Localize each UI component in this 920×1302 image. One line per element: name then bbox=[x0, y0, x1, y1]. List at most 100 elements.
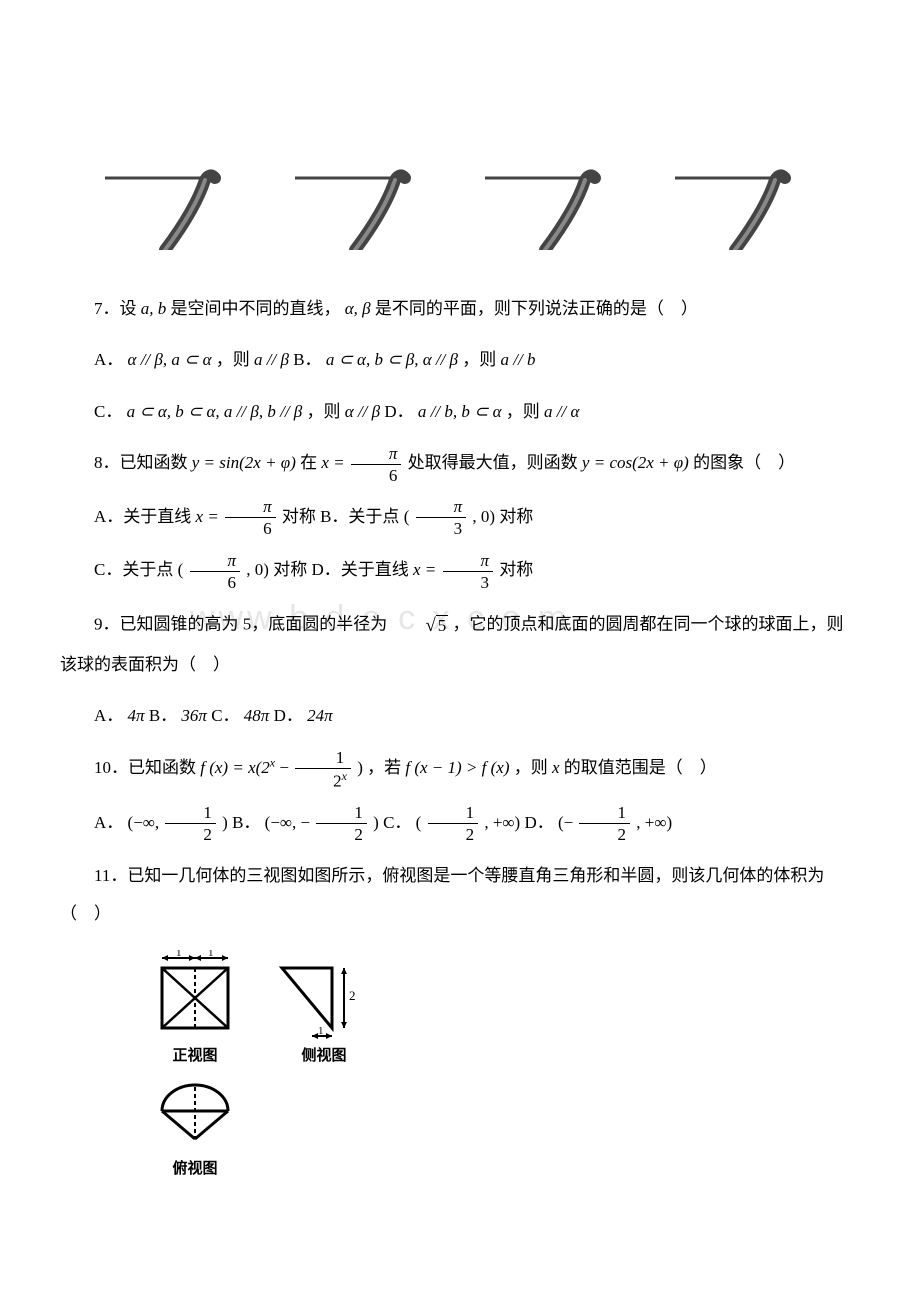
side-view-label: 侧视图 bbox=[301, 1044, 346, 1065]
opt-B-val: 36π bbox=[181, 706, 207, 725]
math-cond: f (x − 1) > f (x) bbox=[405, 758, 509, 777]
text: ，若 bbox=[367, 758, 401, 777]
paren: ( bbox=[404, 507, 410, 526]
math-f-lhs: f (x) = x(2 bbox=[200, 758, 270, 777]
frac-den-exp: x bbox=[342, 769, 347, 783]
dim-1: 1 bbox=[176, 950, 182, 959]
opt-A-math2: a // β bbox=[254, 350, 289, 369]
dim-1c: 1 bbox=[318, 1025, 324, 1037]
opt-B-math2: a // b bbox=[501, 350, 536, 369]
curve-figures-row bbox=[80, 160, 840, 250]
math-f-rhs: ) bbox=[357, 758, 363, 777]
fraction: 1 2 bbox=[316, 804, 367, 843]
opt-D-label: D．关于直线 bbox=[311, 560, 408, 579]
opt-B-label: B．关于点 bbox=[320, 507, 399, 526]
text: ，则 bbox=[514, 758, 548, 777]
opt-B-math1: a ⊂ α, b ⊂ β, α // β bbox=[326, 350, 458, 369]
frac-num: π bbox=[190, 552, 241, 572]
text: 对称 bbox=[499, 507, 533, 526]
text: 9．已知圆锥的高为 5，底面圆的半径为 bbox=[94, 614, 387, 633]
q11-stem: 11．已知一几何体的三视图如图所示，俯视图是一个等腰直角三角形和半圆，则该几何体… bbox=[60, 857, 860, 932]
q7-stem: 7．设 a, b 是空间中不同的直线， α, β 是不同的平面，则下列说法正确的… bbox=[60, 290, 860, 327]
front-view-icon: 1 1 bbox=[150, 950, 240, 1040]
frac-num: 1 bbox=[579, 804, 630, 824]
math-x: x bbox=[552, 758, 560, 777]
top-view-block: 俯视图 bbox=[150, 1083, 240, 1178]
math: x = bbox=[413, 560, 436, 579]
opt-A-math1: α // β, a ⊂ α bbox=[128, 350, 212, 369]
text: 在 bbox=[300, 453, 317, 472]
text: 是不同的平面，则下列说法正确的是（ ） bbox=[375, 299, 698, 318]
opt-C-label: C． bbox=[94, 402, 122, 421]
text: 的取值范围是（ ） bbox=[564, 758, 717, 777]
top-margin bbox=[60, 40, 860, 160]
frac-den: 2 bbox=[428, 824, 479, 843]
q8-options-row2: C．关于点 ( π 6 , 0) 对称 D．关于直线 x = π 3 对称 bbox=[60, 551, 860, 591]
views-row-2: 俯视图 bbox=[150, 1083, 860, 1178]
math-ab: a, b bbox=[141, 299, 167, 318]
opt-C-label: C．关于点 bbox=[94, 560, 173, 579]
q10-stem: 10．已知函数 f (x) = x(2x − 1 2x ) ，若 f (x − … bbox=[60, 749, 860, 790]
fraction: 1 2 bbox=[165, 804, 216, 843]
sqrt-arg: 5 bbox=[436, 615, 449, 635]
frac-num: π bbox=[443, 552, 494, 572]
math-func2: y = cos(2x + φ) bbox=[582, 453, 689, 472]
q9-stem: 9．已知圆锥的高为 5，底面圆的半径为 √5 ，它的顶点和底面的圆周都在同一个球… bbox=[60, 605, 860, 684]
opt-C-label: C． bbox=[211, 706, 239, 725]
exp-x: x bbox=[270, 755, 275, 769]
side-view-block: 2 1 侧视图 bbox=[274, 950, 374, 1065]
dim-1b: 1 bbox=[208, 950, 214, 959]
frac-num: π bbox=[416, 498, 467, 518]
frac-num: 1 bbox=[295, 749, 351, 769]
frac-den: 2x bbox=[295, 769, 351, 790]
text: 8．已知函数 bbox=[94, 453, 188, 472]
frac-num: π bbox=[225, 498, 276, 518]
dim-2: 2 bbox=[349, 988, 356, 1003]
fraction: π 6 bbox=[190, 552, 241, 591]
text: ，则 bbox=[506, 402, 540, 421]
text: ，则 bbox=[307, 402, 341, 421]
text: 对称 bbox=[282, 507, 316, 526]
front-view-block: 1 1 正视图 bbox=[150, 950, 240, 1065]
frac-num: π bbox=[351, 445, 402, 465]
math-eq-lhs: x = bbox=[321, 453, 344, 472]
frac-den: 2 bbox=[316, 824, 367, 843]
fraction: 1 2 bbox=[428, 804, 479, 843]
fraction: π 6 bbox=[351, 445, 402, 484]
interval-open: (−∞, bbox=[128, 813, 164, 832]
fraction: π 3 bbox=[416, 498, 467, 537]
q7-options-row2: C． a ⊂ α, b ⊂ α, a // β, b // β ，则 α // … bbox=[60, 393, 860, 430]
curve-icon bbox=[295, 160, 435, 250]
text: 是空间中不同的直线， bbox=[171, 299, 341, 318]
text: 7．设 bbox=[94, 299, 137, 318]
fraction: 1 2x bbox=[295, 749, 351, 790]
paren-rest: , 0) bbox=[246, 560, 269, 579]
curve-icon bbox=[485, 160, 625, 250]
interval-close: , +∞) bbox=[484, 813, 520, 832]
opt-C-math2: α // β bbox=[345, 402, 380, 421]
q9-options: A． 4π B． 36π C． 48π D． 24π bbox=[60, 697, 860, 734]
opt-A-label: A． bbox=[94, 706, 123, 725]
opt-D-label: D． bbox=[384, 402, 413, 421]
top-view-icon bbox=[150, 1083, 240, 1153]
opt-B-label: B． bbox=[293, 350, 321, 369]
math: x = bbox=[196, 507, 219, 526]
opt-C-val: 48π bbox=[244, 706, 270, 725]
opt-A-val: 4π bbox=[128, 706, 145, 725]
text: 对称 bbox=[499, 560, 533, 579]
frac-den: 2 bbox=[165, 824, 216, 843]
opt-D-label: D． bbox=[274, 706, 303, 725]
opt-D-math1: a // b, b ⊂ α bbox=[418, 402, 502, 421]
side-view-icon: 2 1 bbox=[274, 950, 374, 1040]
opt-C-label: C． bbox=[383, 813, 411, 832]
text: 的图象（ ） bbox=[693, 453, 795, 472]
fraction: π 3 bbox=[443, 552, 494, 591]
q8-stem: 8．已知函数 y = sin(2x + φ) 在 x = π 6 处取得最大值，… bbox=[60, 444, 860, 484]
frac-den: 6 bbox=[225, 518, 276, 537]
interval-open: (−∞, − bbox=[265, 813, 310, 832]
curve-icon bbox=[105, 160, 245, 250]
opt-D-math2: a // α bbox=[544, 402, 579, 421]
frac-den: 2 bbox=[579, 824, 630, 843]
interval-close: , +∞) bbox=[636, 813, 672, 832]
q10-options: A． (−∞, 1 2 ) B． (−∞, − 1 2 ) C． ( 1 2 ,… bbox=[60, 804, 860, 844]
